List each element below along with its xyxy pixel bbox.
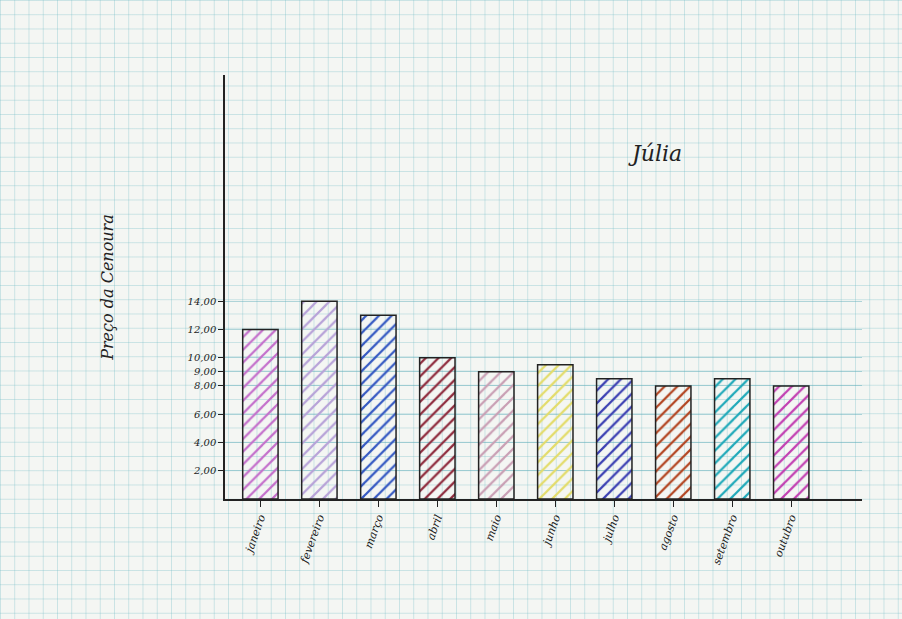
- svg-text:setembro: setembro: [710, 513, 740, 567]
- svg-text:10,00: 10,00: [188, 352, 217, 363]
- svg-text:12,00: 12,00: [188, 324, 217, 335]
- svg-text:9,00: 9,00: [194, 366, 217, 377]
- svg-text:abril: abril: [424, 512, 445, 541]
- svg-text:março: março: [362, 513, 386, 551]
- svg-text:Júlia: Júlia: [628, 141, 682, 166]
- svg-text:fevereiro: fevereiro: [298, 513, 328, 566]
- svg-text:julho: julho: [600, 513, 623, 547]
- svg-text:janeiro: janeiro: [242, 513, 269, 557]
- svg-text:maio: maio: [483, 513, 505, 543]
- svg-text:8,00: 8,00: [194, 380, 217, 391]
- svg-text:6,00: 6,00: [194, 409, 217, 420]
- svg-text:Preço da Cenoura: Preço da Cenoura: [98, 214, 117, 361]
- svg-text:2,00: 2,00: [193, 465, 217, 476]
- svg-text:4,00: 4,00: [193, 437, 217, 448]
- svg-text:agosto: agosto: [656, 513, 681, 552]
- svg-text:junho: junho: [539, 513, 563, 550]
- svg-text:outubro: outubro: [772, 513, 799, 559]
- svg-text:14,00: 14,00: [188, 296, 217, 307]
